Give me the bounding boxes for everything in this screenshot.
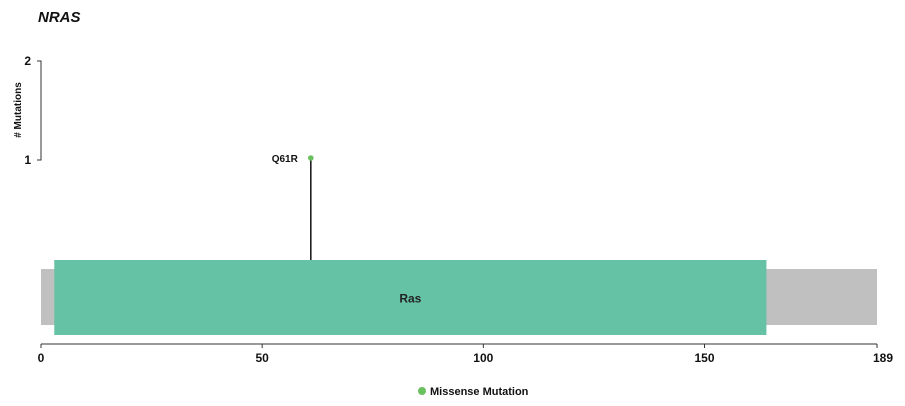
legend: Missense Mutation [418,386,529,398]
domain-box[interactable] [54,260,767,335]
mutation-lollipops-layer: Q61R [272,154,314,260]
x-axis: 0 50 100 150 189 [38,343,893,365]
x-tick-label: 150 [694,351,714,365]
chart-title: NRAS [38,9,81,26]
y-tick-label: 1 [24,153,31,167]
y-tick-label: 2 [24,54,31,68]
x-tick-label: 50 [255,351,269,365]
protein-domains-layer: Ras [54,260,767,335]
legend-label: Missense Mutation [430,386,529,398]
y-axis: # Mutations 12 [13,54,42,167]
x-tick-label: 100 [473,351,493,365]
lollipop-head[interactable] [308,155,314,161]
x-tick-label: 189 [873,351,893,365]
y-axis-line [37,60,42,161]
legend-marker [418,387,426,395]
domain-label: Ras [399,292,421,306]
y-tick-labels: 12 [24,54,31,167]
mutation-label: Q61R [272,154,299,165]
y-axis-label: # Mutations [13,82,24,138]
x-tick-label: 0 [38,351,45,365]
x-tick-marks: 0 50 100 150 189 [38,344,893,365]
